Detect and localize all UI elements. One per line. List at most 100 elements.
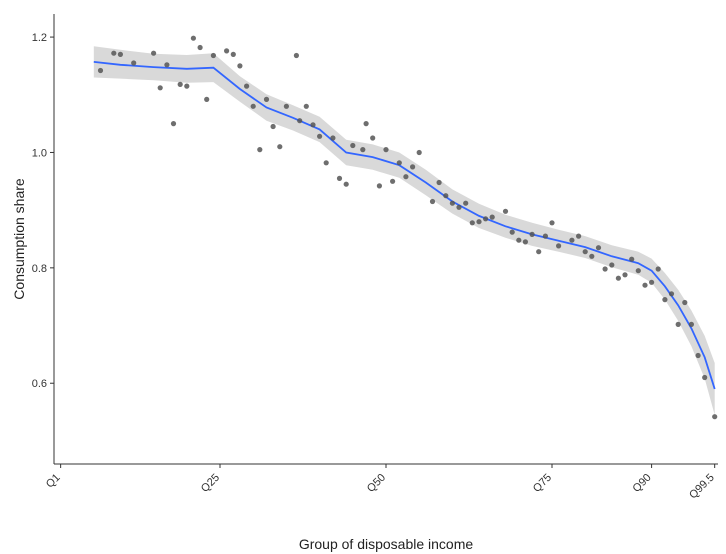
data-point — [117, 51, 123, 58]
smooth-line-layer — [93, 61, 716, 390]
x-tick-label: Q99.5 — [687, 472, 717, 502]
data-point — [682, 299, 688, 306]
data-point — [360, 147, 366, 153]
data-point — [111, 50, 117, 56]
data-point — [615, 275, 622, 281]
data-point — [297, 118, 303, 124]
x-axis-title: Group of disposable income — [299, 536, 474, 552]
data-point — [293, 52, 299, 59]
data-point — [164, 62, 170, 68]
data-point — [184, 83, 190, 89]
data-point — [410, 164, 416, 170]
data-point — [350, 142, 356, 149]
data-point — [177, 81, 183, 87]
data-point — [509, 229, 515, 235]
data-point — [655, 266, 661, 272]
data-point — [549, 220, 555, 226]
y-tick-label: 0.8 — [32, 263, 47, 275]
x-tick-label: Q25 — [199, 472, 222, 495]
data-point — [662, 297, 668, 303]
data-point — [702, 374, 708, 381]
data-point — [151, 50, 157, 56]
data-point — [522, 239, 529, 245]
axes-layer — [53, 14, 718, 465]
data-point — [383, 147, 389, 153]
data-point — [330, 135, 336, 141]
data-point — [310, 122, 316, 128]
data-point — [336, 175, 343, 181]
data-point — [712, 414, 718, 420]
x-tick-label: Q75 — [531, 472, 554, 495]
data-point — [323, 160, 329, 166]
data-point — [283, 103, 289, 109]
data-point — [230, 51, 236, 58]
data-point — [649, 279, 655, 285]
data-point — [516, 237, 522, 243]
data-point — [642, 282, 648, 288]
data-point — [416, 149, 422, 156]
data-point — [569, 237, 575, 243]
data-point — [197, 44, 203, 51]
data-point — [483, 216, 489, 222]
data-point — [257, 147, 263, 153]
data-point — [303, 103, 309, 109]
data-point — [449, 200, 455, 206]
data-point — [317, 133, 323, 139]
data-points-layer — [97, 35, 718, 420]
data-point — [629, 256, 635, 262]
data-point — [436, 179, 442, 186]
x-tick-label: Q50 — [365, 472, 388, 495]
data-point — [244, 83, 250, 89]
data-point — [469, 220, 475, 226]
data-point — [263, 96, 270, 102]
y-axis-ticks: 0.6 0.8 1.0 1.2 — [32, 32, 54, 390]
data-point — [602, 266, 608, 272]
data-point — [589, 253, 595, 259]
data-point — [270, 123, 276, 130]
data-point — [157, 85, 163, 91]
data-point — [390, 178, 396, 184]
data-point — [363, 121, 369, 127]
y-axis-title: Consumption share — [11, 178, 27, 300]
data-point — [556, 243, 562, 249]
data-point — [476, 219, 482, 225]
y-tick-label: 0.6 — [32, 378, 47, 390]
data-point — [210, 52, 216, 59]
data-point — [668, 291, 675, 297]
data-point — [489, 214, 495, 220]
data-point — [97, 67, 104, 74]
confidence-band — [93, 46, 715, 416]
data-point — [224, 48, 230, 54]
data-point — [463, 200, 469, 206]
data-point — [542, 233, 549, 239]
confidence-band-layer — [93, 46, 715, 416]
data-point — [204, 96, 210, 102]
data-point — [695, 352, 701, 359]
data-point — [443, 193, 449, 199]
data-point — [343, 181, 349, 187]
x-tick-label: Q1 — [44, 472, 63, 491]
data-point — [635, 268, 641, 274]
data-point — [131, 60, 137, 66]
data-point — [536, 249, 542, 255]
data-point — [609, 262, 615, 268]
data-point — [376, 183, 382, 189]
data-point — [675, 321, 681, 327]
data-point — [456, 204, 462, 210]
data-point — [250, 103, 256, 109]
data-point — [688, 321, 695, 327]
data-point — [582, 249, 588, 255]
data-point — [396, 160, 402, 166]
data-point — [403, 174, 409, 180]
data-point — [190, 35, 196, 41]
data-point — [370, 135, 376, 141]
smooth-trend-line — [93, 61, 716, 390]
data-point — [576, 233, 582, 239]
data-point — [277, 144, 283, 150]
y-tick-label: 1.0 — [32, 147, 47, 159]
data-point — [170, 121, 177, 127]
y-tick-label: 1.2 — [32, 32, 47, 44]
data-point — [622, 272, 628, 278]
x-tick-label: Q90 — [631, 472, 654, 495]
